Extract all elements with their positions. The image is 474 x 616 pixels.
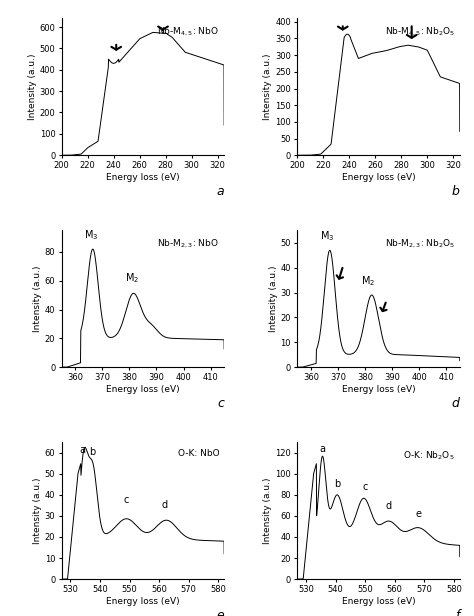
Y-axis label: Intensity (a.u.): Intensity (a.u.) xyxy=(33,477,42,544)
Y-axis label: Intensity (a.u.): Intensity (a.u.) xyxy=(27,54,36,120)
Text: O-K: NbO: O-K: NbO xyxy=(178,449,219,458)
Text: e: e xyxy=(217,609,224,616)
Text: e: e xyxy=(415,509,421,519)
Text: d: d xyxy=(162,500,168,509)
Text: Nb-M$_{2,3}$: NbO: Nb-M$_{2,3}$: NbO xyxy=(157,237,219,249)
X-axis label: Energy loss (eV): Energy loss (eV) xyxy=(342,597,415,606)
Text: d: d xyxy=(386,501,392,511)
Text: a: a xyxy=(79,445,85,455)
Y-axis label: Intensity (a.u.): Intensity (a.u.) xyxy=(269,265,278,332)
X-axis label: Energy loss (eV): Energy loss (eV) xyxy=(106,597,180,606)
Text: a: a xyxy=(319,444,325,454)
Text: M$_3$: M$_3$ xyxy=(84,228,99,242)
Text: M$_2$: M$_2$ xyxy=(361,274,375,288)
Text: b: b xyxy=(334,479,340,488)
Y-axis label: Intensity (a.u.): Intensity (a.u.) xyxy=(264,54,273,120)
Text: b: b xyxy=(452,185,460,198)
Y-axis label: Intensity (a.u.): Intensity (a.u.) xyxy=(33,265,42,332)
Text: M$_3$: M$_3$ xyxy=(320,229,334,243)
Text: d: d xyxy=(452,397,460,410)
Y-axis label: Intensity (a.u.): Intensity (a.u.) xyxy=(264,477,273,544)
X-axis label: Energy loss (eV): Energy loss (eV) xyxy=(342,385,415,394)
X-axis label: Energy loss (eV): Energy loss (eV) xyxy=(106,385,180,394)
Text: a: a xyxy=(217,185,224,198)
Text: M$_2$: M$_2$ xyxy=(125,271,139,285)
Text: Nb-M$_{4,5}$: Nb$_2$O$_5$: Nb-M$_{4,5}$: Nb$_2$O$_5$ xyxy=(384,25,455,38)
Text: c: c xyxy=(217,397,224,410)
Text: f: f xyxy=(456,609,460,616)
Text: Nb-M$_{2,3}$: Nb$_2$O$_5$: Nb-M$_{2,3}$: Nb$_2$O$_5$ xyxy=(384,237,455,249)
X-axis label: Energy loss (eV): Energy loss (eV) xyxy=(106,173,180,182)
Text: c: c xyxy=(363,482,368,492)
Text: b: b xyxy=(90,447,96,457)
Text: Nb-M$_{4,5}$: NbO: Nb-M$_{4,5}$: NbO xyxy=(157,25,219,38)
Text: O-K: Nb$_2$O$_5$: O-K: Nb$_2$O$_5$ xyxy=(403,449,455,461)
Text: c: c xyxy=(124,495,129,505)
X-axis label: Energy loss (eV): Energy loss (eV) xyxy=(342,173,415,182)
